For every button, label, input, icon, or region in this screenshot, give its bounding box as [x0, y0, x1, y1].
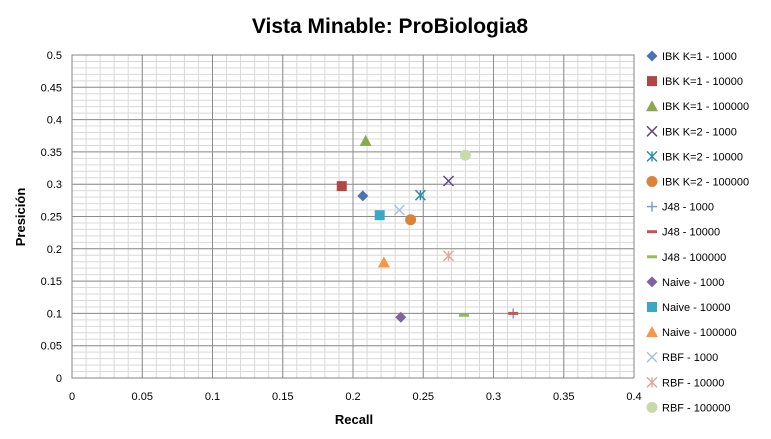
- y-tick-label: 0.35: [41, 147, 62, 159]
- data-point-15: [459, 149, 471, 161]
- x-tick-label: 0.1: [205, 391, 220, 403]
- legend-marker-3: [646, 100, 658, 112]
- data-point-6: [405, 214, 417, 226]
- x-axis-title: Recall: [335, 412, 373, 427]
- data-point-11: [374, 210, 385, 221]
- legend-label: IBK K=1 - 1000: [662, 51, 737, 63]
- data-point-4: [443, 175, 455, 187]
- plot-area: [71, 54, 635, 379]
- legend-label: RBF - 10000: [662, 377, 724, 389]
- data-point-8: [508, 311, 519, 315]
- data-point-2: [336, 181, 347, 192]
- legend-marker-9: [647, 255, 657, 259]
- y-tick-label: 0.45: [41, 82, 62, 94]
- legend-marker-1: [646, 50, 658, 62]
- x-tick-label: 0.05: [132, 391, 153, 403]
- legend-label: Naive - 100000: [662, 327, 737, 339]
- data-point-3: [359, 134, 372, 146]
- grid: [71, 54, 635, 379]
- y-tick-label: 0.15: [41, 276, 62, 288]
- y-tick-label: 0.4: [47, 115, 62, 127]
- legend-marker-12: [646, 326, 658, 338]
- y-tick-label: 0.25: [41, 212, 62, 224]
- legend-label: IBK K=2 - 1000: [662, 126, 737, 138]
- legend-label: RBF - 100000: [662, 402, 730, 414]
- y-tick-label: 0.2: [47, 244, 62, 256]
- chart-title: Vista Minable: ProBiologia8: [252, 15, 528, 38]
- legend-marker-15: [646, 401, 658, 413]
- x-tick-label: 0.35: [553, 391, 574, 403]
- y-tick-label: 0.5: [47, 50, 62, 62]
- legend-marker-8: [647, 230, 657, 234]
- legend-marker-14: [646, 376, 658, 388]
- x-tick-label: 0: [69, 391, 75, 403]
- y-tick-label: 0.05: [41, 341, 62, 353]
- x-tick-label: 0.3: [486, 391, 501, 403]
- legend-label: IBK K=1 - 100000: [662, 101, 749, 113]
- y-tick-label: 0: [56, 373, 62, 385]
- legend-marker-4: [646, 125, 658, 137]
- data-point-10: [395, 311, 407, 323]
- legend: IBK K=1 - 1000 IBK K=1 - 10000 IBK K=1 - 1…: [646, 50, 749, 414]
- legend-label: J48 - 100000: [662, 252, 726, 264]
- legend-label: Naive - 1000: [662, 277, 724, 289]
- data-point-1: [357, 190, 369, 202]
- legend-label: IBK K=2 - 100000: [662, 177, 749, 189]
- data-point-14: [443, 250, 455, 262]
- legend-marker-7: [647, 201, 657, 212]
- legend-label: IBK K=1 - 10000: [662, 76, 743, 88]
- legend-marker-11: [647, 302, 657, 312]
- legend-label: IBK K=2 - 10000: [662, 151, 743, 163]
- legend-marker-6: [646, 176, 658, 187]
- data-point-12: [377, 256, 390, 268]
- legend-label: Naive - 10000: [662, 302, 731, 314]
- x-tick-label: 0.25: [413, 391, 434, 403]
- legend-marker-5: [646, 150, 658, 162]
- data-points: [336, 134, 519, 323]
- y-axis-title: Presición: [13, 188, 28, 247]
- legend-marker-13: [646, 351, 658, 363]
- x-tick-label: 0.15: [272, 391, 293, 403]
- y-tick-label: 0.3: [47, 179, 62, 191]
- x-axis-ticks: 0 0.05 0.1 0.15 0.2 0.25 0.3 0.35 0.4: [69, 391, 642, 403]
- legend-label: RBF - 1000: [662, 352, 718, 364]
- data-point-9: [458, 313, 469, 317]
- legend-label: J48 - 10000: [662, 227, 720, 239]
- y-axis-ticks: 0 0.05 0.1 0.15 0.2 0.25 0.3 0.35 0.4 0.45 0.5: [41, 50, 62, 385]
- x-tick-label: 0.2: [345, 391, 360, 403]
- data-point-5: [414, 189, 426, 201]
- legend-label: J48 - 1000: [662, 202, 714, 214]
- legend-marker-2: [647, 76, 657, 87]
- x-tick-label: 0.4: [626, 391, 641, 403]
- y-tick-label: 0.1: [47, 308, 62, 320]
- legend-marker-10: [646, 276, 658, 288]
- data-point-13: [393, 204, 405, 216]
